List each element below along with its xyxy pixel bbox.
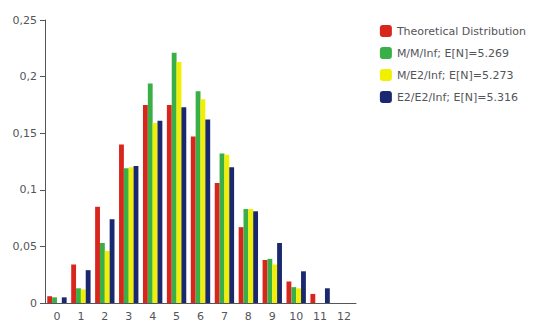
svg-text:12: 12 <box>337 310 351 323</box>
svg-text:0,05: 0,05 <box>13 240 38 253</box>
svg-text:2: 2 <box>101 310 108 323</box>
svg-text:0,1: 0,1 <box>20 183 38 196</box>
svg-text:9: 9 <box>269 310 276 323</box>
svg-text:Theoretical Distribution: Theoretical Distribution <box>396 25 526 38</box>
svg-text:5: 5 <box>173 310 180 323</box>
svg-text:11: 11 <box>313 310 327 323</box>
svg-text:0,2: 0,2 <box>20 70 38 83</box>
svg-text:0: 0 <box>53 310 60 323</box>
svg-text:10: 10 <box>289 310 303 323</box>
svg-text:0,25: 0,25 <box>13 14 38 27</box>
svg-text:4: 4 <box>149 310 156 323</box>
svg-text:7: 7 <box>221 310 228 323</box>
svg-text:M/M/Inf; E[N]=5.269: M/M/Inf; E[N]=5.269 <box>397 47 509 60</box>
svg-text:E2/E2/Inf; E[N]=5.316: E2/E2/Inf; E[N]=5.316 <box>397 91 518 104</box>
svg-text:0: 0 <box>30 297 37 310</box>
svg-text:0,15: 0,15 <box>13 127 38 140</box>
svg-text:1: 1 <box>77 310 84 323</box>
svg-text:6: 6 <box>197 310 204 323</box>
svg-text:3: 3 <box>125 310 132 323</box>
svg-text:M/E2/Inf; E[N]=5.273: M/E2/Inf; E[N]=5.273 <box>397 69 514 82</box>
svg-text:8: 8 <box>245 310 252 323</box>
